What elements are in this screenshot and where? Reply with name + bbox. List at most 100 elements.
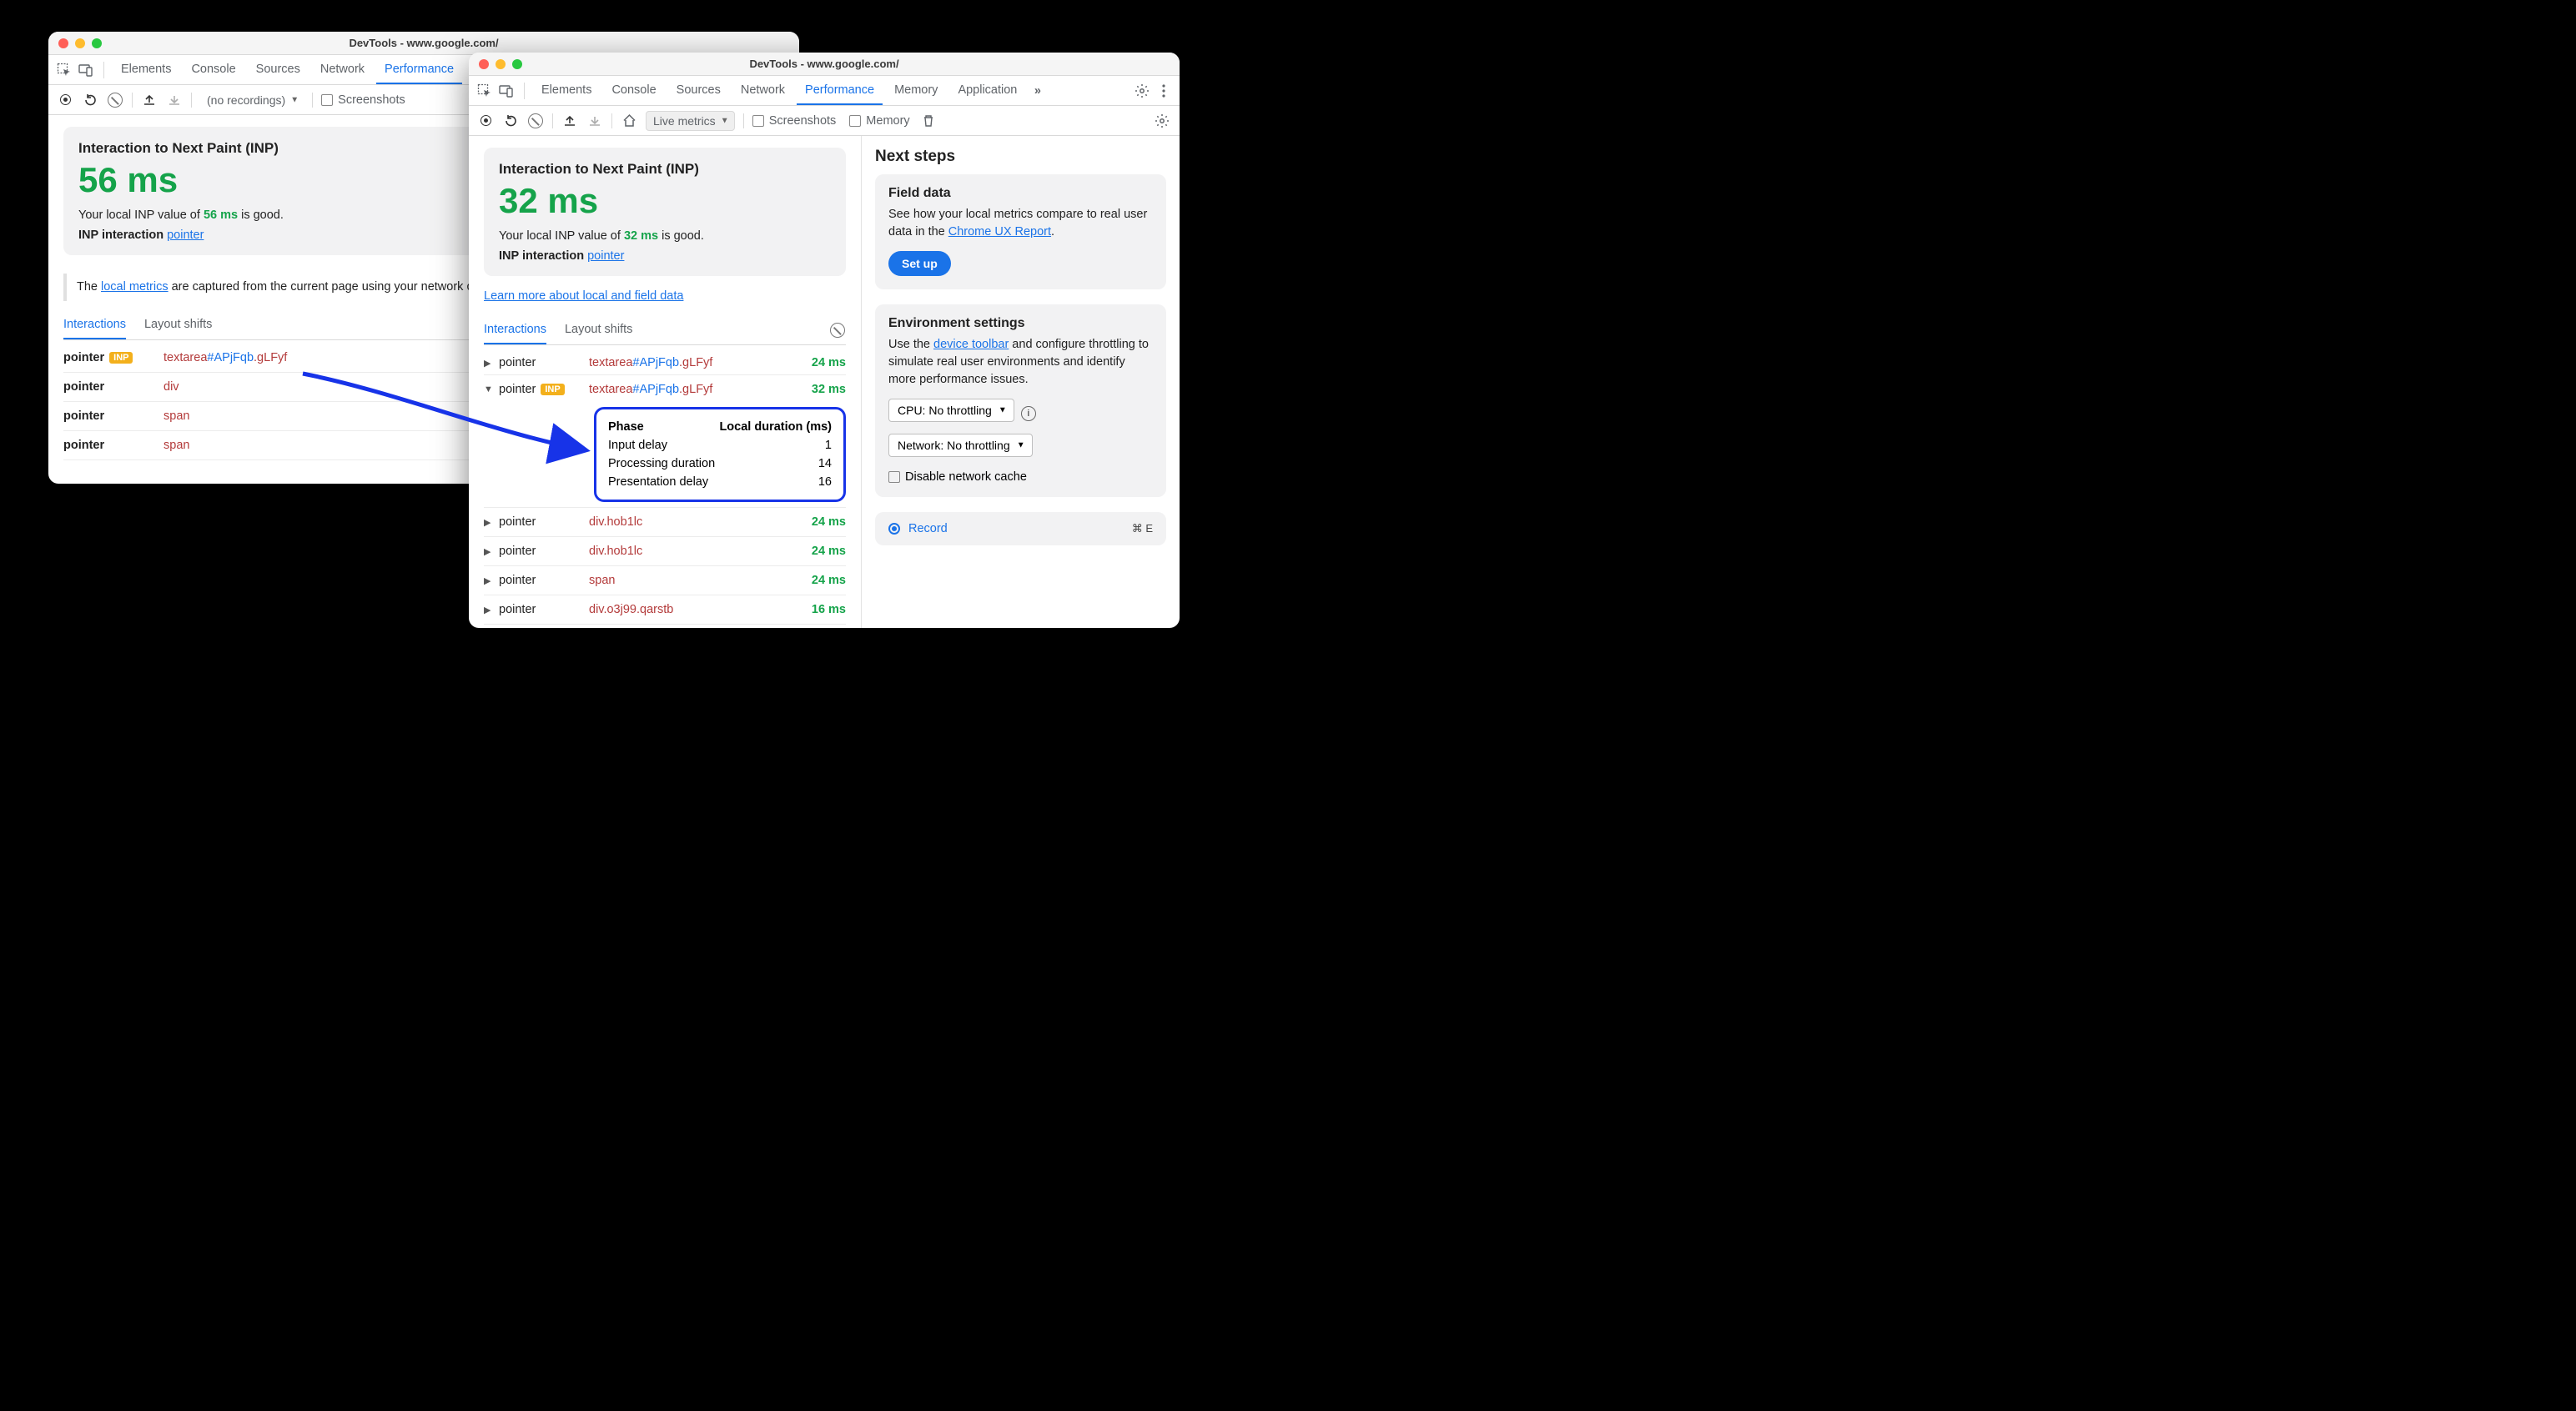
titlebar[interactable]: DevTools - www.google.com/ (469, 53, 1180, 76)
min-dot[interactable] (496, 59, 506, 69)
devtools-tabstrip: Elements Console Sources Network Perform… (469, 76, 1180, 106)
separator (743, 113, 744, 128)
kebab-menu-icon[interactable] (1155, 82, 1173, 100)
upload-icon[interactable] (561, 113, 578, 129)
download-icon[interactable] (586, 113, 603, 129)
inspect-icon[interactable] (55, 61, 73, 79)
tab-sources[interactable]: Sources (248, 56, 309, 84)
expand-caret-icon[interactable]: ▶ (484, 575, 496, 586)
clear-icon[interactable] (527, 113, 544, 129)
device-toolbar-icon[interactable] (497, 82, 516, 100)
recordings-select[interactable]: (no recordings) ▼ (200, 91, 304, 109)
reload-record-icon[interactable] (502, 113, 519, 129)
record-row[interactable]: Record ⌘ E (888, 522, 1153, 535)
expand-caret-icon[interactable]: ▶ (484, 546, 496, 557)
network-throttle-label: Network: No throttling (898, 439, 1010, 452)
clear-interactions-icon[interactable] (829, 322, 846, 339)
reload-record-icon[interactable] (82, 92, 98, 108)
phase-name: Processing duration (608, 454, 717, 473)
next-steps-heading: Next steps (875, 148, 1166, 166)
collapse-caret-icon[interactable]: ▼ (484, 384, 496, 394)
tab-application[interactable]: Application (949, 77, 1025, 105)
expand-caret-icon[interactable]: ▶ (484, 358, 496, 369)
disable-cache-checkbox[interactable]: Disable network cache (888, 470, 1153, 484)
row-selector: span (589, 574, 812, 587)
subtab-layout-shifts[interactable]: Layout shifts (144, 311, 212, 339)
record-icon[interactable] (477, 113, 494, 129)
tab-elements[interactable]: Elements (533, 77, 600, 105)
expand-caret-icon[interactable]: ▶ (484, 605, 496, 615)
tab-elements[interactable]: Elements (113, 56, 179, 84)
inp-interaction-link[interactable]: pointer (587, 249, 624, 263)
inp-title: Interaction to Next Paint (INP) (499, 161, 831, 178)
row-kind: pointerINP (499, 383, 589, 396)
text: Your local INP value of (499, 229, 624, 243)
max-dot[interactable] (92, 38, 102, 48)
screenshots-checkbox[interactable]: Screenshots (321, 93, 405, 107)
record-icon[interactable] (57, 92, 73, 108)
close-dot[interactable] (58, 38, 68, 48)
checkbox-icon (752, 115, 764, 127)
interaction-row[interactable]: ▶ pointer textarea#APjFqb.gLFyf 24 ms (484, 349, 846, 375)
tab-network[interactable]: Network (312, 56, 373, 84)
traffic-lights[interactable] (479, 59, 522, 69)
trash-icon[interactable] (920, 113, 937, 129)
interaction-row[interactable]: ▶ pointer span 24 ms (484, 566, 846, 595)
min-dot[interactable] (75, 38, 85, 48)
settings-gear-icon[interactable] (1133, 82, 1151, 100)
devtools-window-right: DevTools - www.google.com/ Elements Cons… (469, 53, 1180, 628)
subtab-interactions[interactable]: Interactions (484, 316, 546, 344)
text: Use the (888, 338, 933, 351)
interaction-row[interactable]: ▼ pointerINP textarea#APjFqb.gLFyf 32 ms (484, 375, 846, 404)
separator (191, 93, 192, 108)
screenshots-checkbox[interactable]: Screenshots (752, 114, 837, 128)
row-kind: pointer (499, 515, 589, 529)
record-shortcut: ⌘ E (1132, 522, 1153, 535)
memory-checkbox[interactable]: Memory (849, 114, 909, 128)
row-ms: 16 ms (812, 603, 846, 616)
download-icon[interactable] (166, 92, 183, 108)
tab-performance[interactable]: Performance (376, 56, 462, 84)
device-toolbar-icon[interactable] (77, 61, 95, 79)
info-icon[interactable]: i (1021, 406, 1036, 421)
network-throttle-select[interactable]: Network: No throttling ▼ (888, 434, 1033, 457)
subtab-layout-shifts[interactable]: Layout shifts (565, 316, 632, 344)
clear-icon[interactable] (107, 92, 123, 108)
tab-network[interactable]: Network (732, 77, 793, 105)
traffic-lights[interactable] (58, 38, 102, 48)
tab-console[interactable]: Console (603, 77, 664, 105)
local-metrics-link[interactable]: local metrics (101, 280, 169, 294)
max-dot[interactable] (512, 59, 522, 69)
subtab-interactions[interactable]: Interactions (63, 311, 126, 339)
inspect-icon[interactable] (475, 82, 494, 100)
upload-icon[interactable] (141, 92, 158, 108)
live-metrics-select[interactable]: Live metrics ▼ (646, 111, 735, 131)
device-toolbar-link[interactable]: device toolbar (933, 338, 1009, 351)
tab-performance[interactable]: Performance (797, 77, 883, 105)
learn-more-link[interactable]: Learn more about local and field data (484, 289, 846, 303)
interaction-row[interactable]: ▶ pointer div.o3j99.qarstb 16 ms (484, 595, 846, 625)
cpu-throttle-select[interactable]: CPU: No throttling ▼ (888, 399, 1014, 422)
settings-gear-icon[interactable] (1153, 112, 1171, 130)
tab-console[interactable]: Console (183, 56, 244, 84)
tab-memory[interactable]: Memory (886, 77, 946, 105)
crux-link[interactable]: Chrome UX Report (948, 225, 1051, 239)
interaction-row[interactable]: ▶ pointer div.hob1lc 24 ms (484, 508, 846, 537)
expand-caret-icon[interactable]: ▶ (484, 517, 496, 528)
setup-button[interactable]: Set up (888, 251, 951, 276)
tab-sources[interactable]: Sources (668, 77, 729, 105)
env-settings-panel: Environment settings Use the device tool… (875, 304, 1166, 497)
inp-value: 32 ms (499, 181, 831, 221)
text: is good. (658, 229, 704, 243)
titlebar[interactable]: DevTools - www.google.com/ (48, 32, 799, 55)
window-title: DevTools - www.google.com/ (479, 58, 1170, 70)
screenshots-label: Screenshots (338, 93, 405, 107)
row-kind: pointer (499, 574, 589, 587)
interaction-row[interactable]: ▶ pointer div.hob1lc 24 ms (484, 537, 846, 566)
home-icon[interactable] (621, 113, 637, 129)
close-dot[interactable] (479, 59, 489, 69)
inp-interaction-link[interactable]: pointer (167, 228, 204, 242)
row-ms: 32 ms (812, 383, 846, 396)
overflow-tabs-icon[interactable]: » (1029, 82, 1047, 100)
memory-label: Memory (866, 114, 909, 128)
